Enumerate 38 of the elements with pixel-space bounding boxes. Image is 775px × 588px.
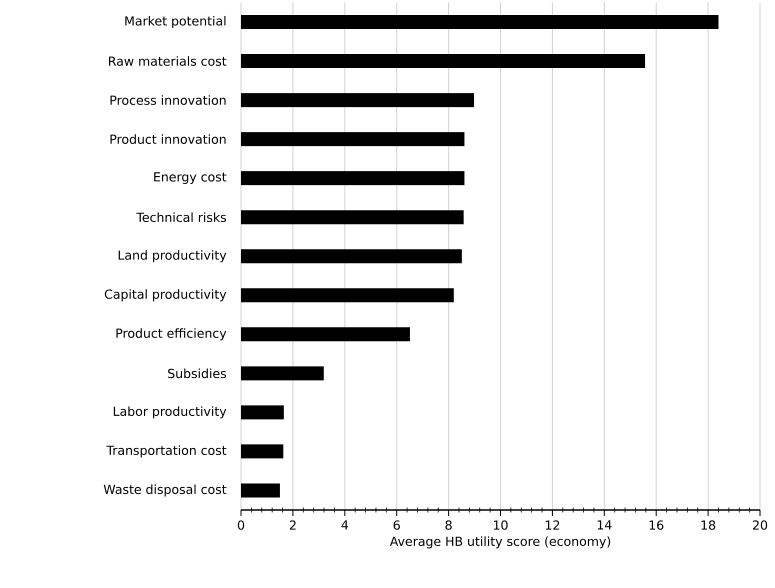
- x-tick-label: 2: [290, 520, 296, 530]
- y-tick-label: Capital productivity: [104, 289, 226, 302]
- x-tick-label: 18: [702, 520, 716, 530]
- bar: [241, 249, 462, 264]
- y-tick-label: Market potential: [125, 16, 226, 28]
- x-tick-label: 20: [752, 520, 768, 530]
- bar: [241, 327, 410, 342]
- y-tick-label: Land productivity: [118, 250, 226, 262]
- bar: [241, 483, 280, 498]
- y-tick-label: Energy cost: [154, 172, 226, 184]
- bar: [241, 93, 474, 108]
- x-tick-label: 6: [394, 520, 400, 530]
- y-tick-label: Transportation cost: [106, 445, 226, 458]
- y-tick-label: Raw materials cost: [109, 56, 226, 66]
- bar: [241, 210, 464, 224]
- y-tick-label: Labor productivity: [114, 406, 226, 418]
- x-tick-label: 16: [650, 520, 664, 530]
- bar: [241, 171, 464, 186]
- bar: [241, 132, 464, 146]
- x-tick-label: 12: [546, 520, 560, 530]
- bar: [241, 444, 284, 458]
- bar: [241, 54, 646, 68]
- y-tick-label: Product efficiency: [116, 328, 226, 340]
- x-axis-title: Average HB utility score (economy): [390, 536, 610, 548]
- x-tick-label: 8: [445, 520, 452, 530]
- bar: [241, 405, 284, 420]
- x-tick-label: 0: [238, 520, 244, 530]
- bar: [241, 366, 324, 380]
- x-tick-label: 4: [341, 520, 348, 530]
- bar: [241, 15, 718, 30]
- y-tick-label: Product innovation: [110, 134, 226, 144]
- bar: [241, 288, 454, 302]
- y-tick-label: Waste disposal cost: [104, 484, 226, 497]
- y-tick-label: Technical risks: [136, 212, 226, 222]
- y-tick-label: Process innovation: [110, 95, 226, 105]
- x-tick-label: 14: [598, 520, 612, 530]
- y-tick-label: Subsidies: [168, 368, 226, 378]
- x-tick-label: 10: [494, 520, 508, 530]
